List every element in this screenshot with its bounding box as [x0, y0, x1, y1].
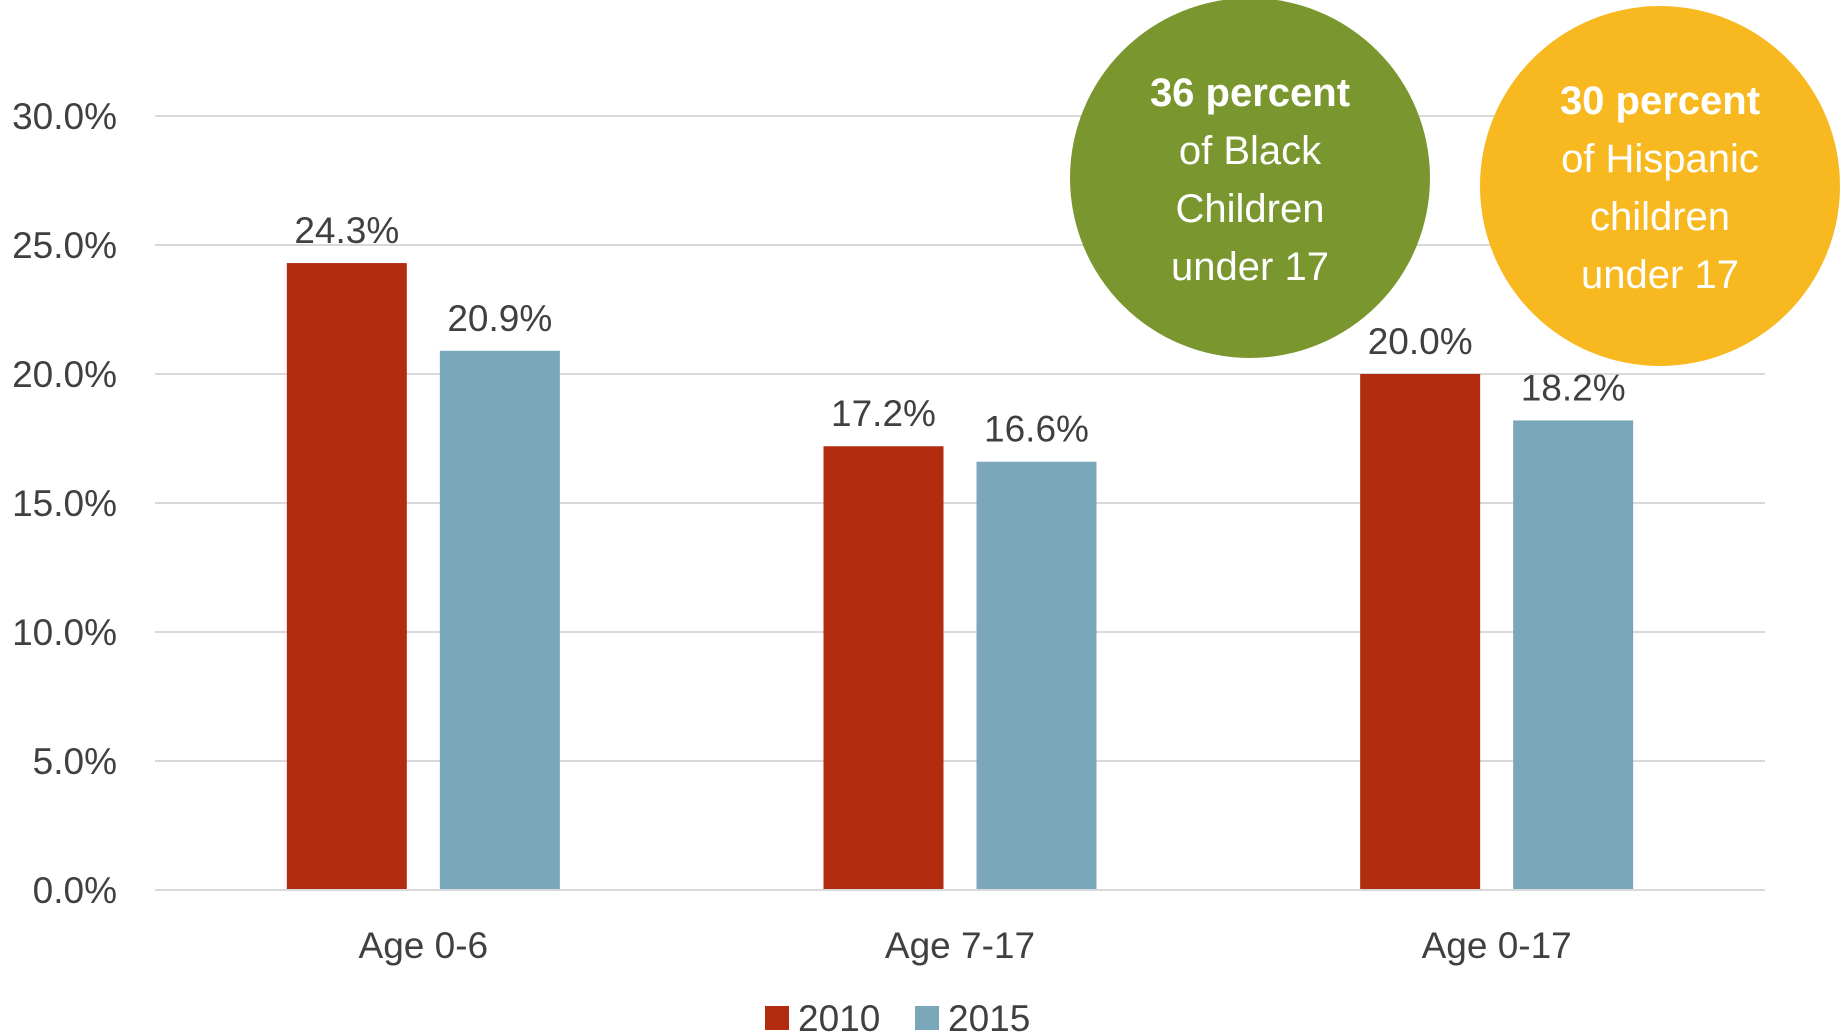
bar-2015-1	[976, 461, 1097, 890]
legend: 2010 2015	[765, 998, 1030, 1035]
x-axis: Age 0-6 Age 7-17 Age 0-17	[155, 889, 1765, 966]
callout-headline: 36 percent	[1150, 71, 1350, 115]
x-category-label: Age 7-17	[885, 925, 1035, 966]
legend-swatch	[765, 1006, 789, 1030]
bar-2015-0	[439, 350, 560, 890]
data-label: 24.3%	[294, 210, 399, 251]
legend-swatch	[915, 1006, 939, 1030]
x-category-label: Age 0-17	[1422, 925, 1572, 966]
bars	[286, 263, 1634, 890]
y-tick-label: 30.0%	[12, 96, 117, 137]
data-label: 20.0%	[1368, 321, 1473, 362]
callout-line: of Hispanic	[1561, 137, 1759, 181]
data-label: 18.2%	[1521, 367, 1626, 408]
bar-2010-0	[286, 263, 407, 890]
callout-line: of Black	[1179, 129, 1322, 173]
y-axis-ticks: 0.0% 5.0% 10.0% 15.0% 20.0% 25.0% 30.0%	[12, 96, 117, 911]
bar-2010-1	[823, 446, 944, 890]
data-label: 20.9%	[447, 298, 552, 339]
legend-label: 2015	[948, 998, 1030, 1035]
callout-headline: 30 percent	[1560, 79, 1760, 123]
bar-2010-2	[1360, 374, 1481, 890]
callout-circle	[1480, 6, 1840, 366]
callout-circle	[1070, 0, 1430, 358]
callouts: 36 percent of Black Children under 17 30 per…	[1070, 0, 1840, 366]
legend-label: 2010	[798, 998, 880, 1035]
callout-line: under 17	[1581, 253, 1739, 297]
y-tick-label: 15.0%	[12, 483, 117, 524]
y-tick-label: 0.0%	[33, 870, 117, 911]
x-category-label: Age 0-6	[359, 925, 489, 966]
y-tick-label: 10.0%	[12, 612, 117, 653]
y-tick-label: 5.0%	[33, 741, 117, 782]
data-labels: 24.3% 20.9% 17.2% 16.6% 20.0% 18.2%	[294, 210, 1625, 450]
y-tick-label: 25.0%	[12, 225, 117, 266]
data-label: 17.2%	[831, 393, 936, 434]
gridlines	[155, 115, 1765, 891]
y-tick-label: 20.0%	[12, 354, 117, 395]
callout-line: Children	[1176, 187, 1325, 231]
data-label: 16.6%	[984, 409, 1089, 450]
bar-2015-2	[1513, 420, 1634, 890]
callout-line: under 17	[1171, 245, 1329, 289]
callout-line: children	[1590, 195, 1730, 239]
